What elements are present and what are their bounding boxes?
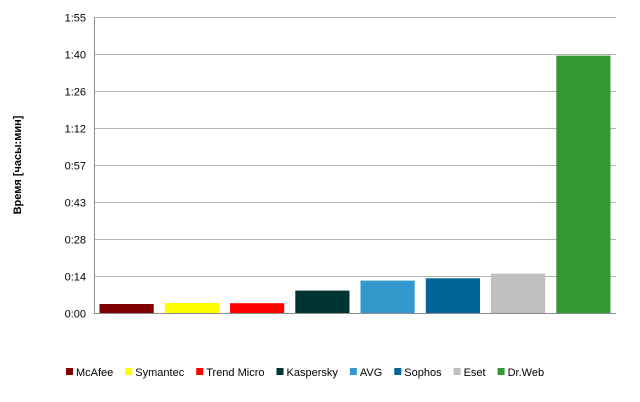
legend-label: Kaspersky [287,367,339,379]
y-tick-label: 0:43 [65,198,86,210]
bar-dr-web [556,55,611,313]
legend-swatch [66,368,73,375]
legend-label: McAfee [76,367,113,379]
legend-label: Eset [464,367,486,379]
bar-symantec [164,303,219,313]
bar-avg [360,280,415,313]
legend-swatch [497,368,505,375]
y-tick-label: 1:40 [65,50,86,62]
y-axis-title: Время [часы:мин] [12,115,24,214]
legend-swatch [125,368,133,375]
bar-mcafee [99,304,154,313]
legend-swatch [196,368,204,375]
y-tick-label: 0:00 [65,309,86,321]
bar-trend-micro [230,303,285,313]
bars [99,55,611,313]
y-tick-label: 0:57 [65,161,86,173]
y-tick-label: 1:55 [65,13,86,25]
y-tick-label: 0:14 [65,272,86,284]
bar-eset [491,273,546,313]
y-tick-label: 0:28 [65,235,86,247]
gridlines [94,17,616,277]
legend-label: Sophos [404,367,442,379]
legend-label: Symantec [135,367,184,379]
legend-label: Trend Micro [206,367,264,379]
legend-swatch [349,368,357,375]
y-tick-label: 1:26 [65,87,86,99]
legend-label: Dr.Web [508,367,544,379]
legend-swatch [394,368,402,375]
legend-swatch [276,368,284,375]
legend-label: AVG [360,367,382,379]
y-tick-label: 1:12 [65,124,86,136]
bar-kaspersky [295,290,350,313]
bar-sophos [425,278,480,313]
legend: McAfee Symantec Trend Micro Kaspersky AVG Sop… [66,367,544,379]
legend-swatch [453,368,461,375]
y-axis-tick-labels: 0:00 0:14 0:28 0:43 0:57 1:12 1:26 1:40 1:55 [65,13,86,321]
